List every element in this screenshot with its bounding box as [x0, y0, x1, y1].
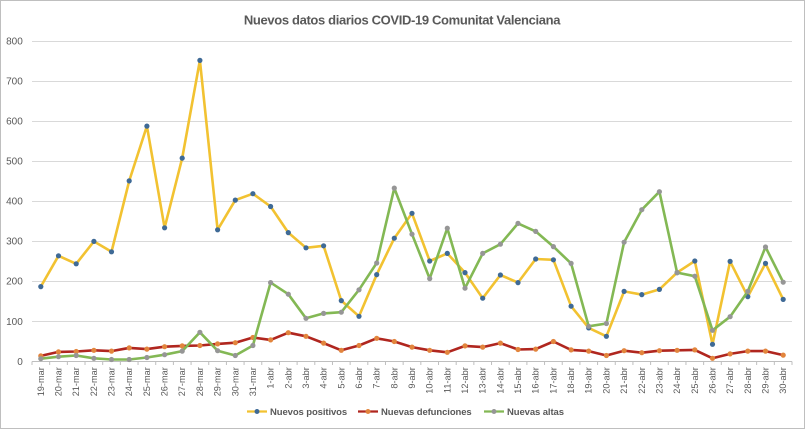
svg-text:10-abr: 10-abr [425, 367, 435, 394]
svg-text:Nuevos positivos: Nuevos positivos [270, 407, 347, 418]
svg-text:7-abr: 7-abr [372, 367, 382, 388]
svg-text:300: 300 [6, 237, 23, 248]
svg-text:31-mar: 31-mar [248, 367, 258, 396]
svg-text:17-abr: 17-abr [548, 367, 558, 394]
svg-text:27-abr: 27-abr [725, 367, 735, 394]
svg-text:12-abr: 12-abr [460, 367, 470, 394]
svg-text:22-mar: 22-mar [89, 367, 99, 396]
svg-text:6-abr: 6-abr [354, 367, 364, 388]
svg-text:11-abr: 11-abr [442, 367, 452, 393]
svg-text:18-abr: 18-abr [566, 367, 576, 394]
svg-text:23-mar: 23-mar [107, 367, 117, 396]
svg-text:29-mar: 29-mar [213, 367, 223, 396]
svg-text:24-abr: 24-abr [672, 367, 682, 394]
svg-text:26-abr: 26-abr [708, 367, 718, 394]
svg-text:100: 100 [6, 317, 23, 328]
svg-text:400: 400 [6, 197, 23, 208]
svg-text:19-mar: 19-mar [36, 367, 46, 396]
svg-text:24-mar: 24-mar [124, 367, 134, 396]
svg-text:26-mar: 26-mar [160, 367, 170, 396]
svg-text:9-abr: 9-abr [407, 367, 417, 388]
svg-text:29-abr: 29-abr [761, 367, 771, 394]
svg-text:20-mar: 20-mar [54, 367, 64, 396]
svg-text:15-abr: 15-abr [513, 367, 523, 394]
svg-text:30-mar: 30-mar [230, 367, 240, 396]
svg-text:21-mar: 21-mar [71, 367, 81, 396]
svg-text:16-abr: 16-abr [531, 367, 541, 394]
svg-text:600: 600 [6, 117, 23, 128]
svg-text:Nuevos datos diarios COVID-19: Nuevos datos diarios COVID-19 Comunitat … [244, 13, 561, 28]
svg-text:19-abr: 19-abr [584, 367, 594, 394]
svg-text:200: 200 [6, 277, 23, 288]
svg-text:25-abr: 25-abr [690, 367, 700, 394]
svg-text:Nuevas defunciones: Nuevas defunciones [381, 407, 472, 418]
svg-text:5-abr: 5-abr [336, 367, 346, 388]
svg-text:28-mar: 28-mar [195, 367, 205, 396]
svg-text:20-abr: 20-abr [601, 367, 611, 394]
svg-text:0: 0 [17, 357, 23, 368]
svg-text:1-abr: 1-abr [266, 367, 276, 388]
svg-text:27-mar: 27-mar [177, 367, 187, 396]
svg-text:4-abr: 4-abr [319, 367, 329, 388]
svg-text:8-abr: 8-abr [389, 367, 399, 388]
svg-text:13-abr: 13-abr [478, 367, 488, 394]
svg-text:22-abr: 22-abr [637, 367, 647, 394]
svg-text:3-abr: 3-abr [301, 367, 311, 388]
svg-text:Nuevas altas: Nuevas altas [507, 407, 564, 418]
svg-text:28-abr: 28-abr [743, 367, 753, 394]
svg-text:14-abr: 14-abr [495, 367, 505, 394]
svg-text:30-abr: 30-abr [778, 367, 788, 394]
svg-text:700: 700 [6, 77, 23, 88]
svg-text:2-abr: 2-abr [283, 367, 293, 388]
svg-text:23-abr: 23-abr [654, 367, 664, 394]
svg-text:21-abr: 21-abr [619, 367, 629, 394]
svg-text:800: 800 [6, 37, 23, 48]
svg-text:25-mar: 25-mar [142, 367, 152, 396]
svg-text:500: 500 [6, 157, 23, 168]
